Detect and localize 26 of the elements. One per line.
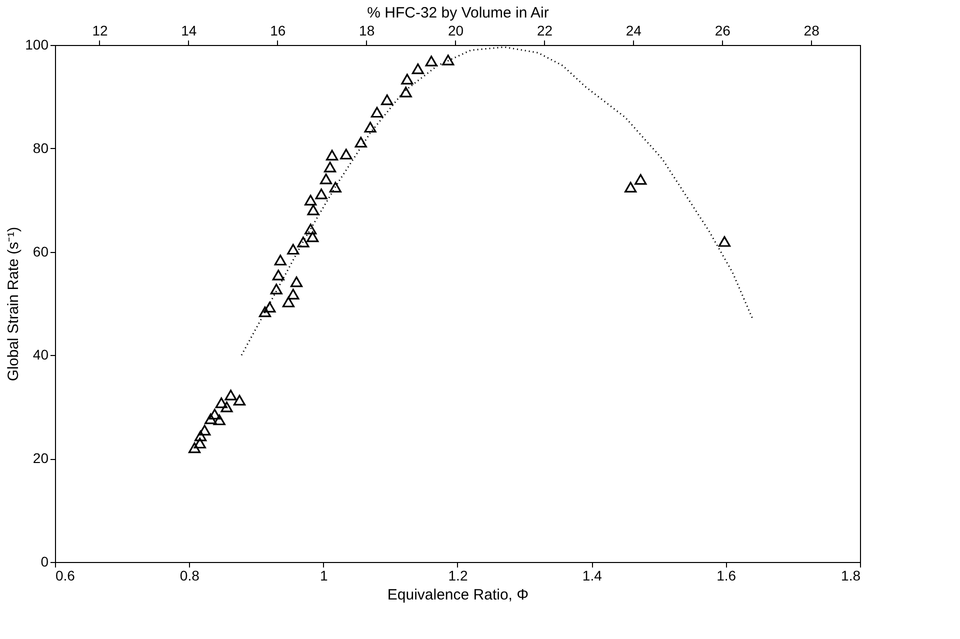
y-tick-label: 100 (25, 36, 49, 52)
x2-tick-label: 24 (626, 22, 642, 38)
x2-tick-label: 18 (359, 22, 375, 38)
y-tick-label: 20 (32, 450, 49, 466)
y-tick-label: 40 (32, 346, 49, 363)
x-tick-label: 1.8 (841, 568, 861, 584)
line-series (240, 46, 754, 356)
x-axis-title: Equivalence Ratio, Φ (387, 586, 529, 604)
x2-tick-label: 22 (536, 22, 553, 38)
x2-axis-title: % HFC-32 by Volume in Air (367, 4, 549, 22)
x-tick-label: 1 (320, 568, 328, 584)
x-tick-label: 0.8 (180, 568, 200, 584)
x2-tick-label: 26 (714, 22, 731, 38)
x2-tick-label: 16 (270, 22, 286, 38)
x-tick-label: 1.4 (582, 568, 602, 584)
x2-tick-label: 14 (181, 22, 197, 38)
x-tick-label: 1.6 (716, 568, 736, 584)
y-tick-label: 0 (40, 554, 49, 570)
y-axis-title: Global Strain Rate (s⁻¹) (5, 226, 22, 382)
y-tick-label: 60 (32, 243, 49, 260)
x-tick-label: 1.2 (448, 568, 468, 584)
x2-tick-label: 20 (448, 22, 464, 38)
y-tick-label: 80 (32, 140, 49, 156)
x2-tick-label: 12 (92, 22, 108, 38)
x2-tick-label: 28 (804, 22, 820, 38)
x-tick-label: 0.6 (56, 568, 76, 584)
